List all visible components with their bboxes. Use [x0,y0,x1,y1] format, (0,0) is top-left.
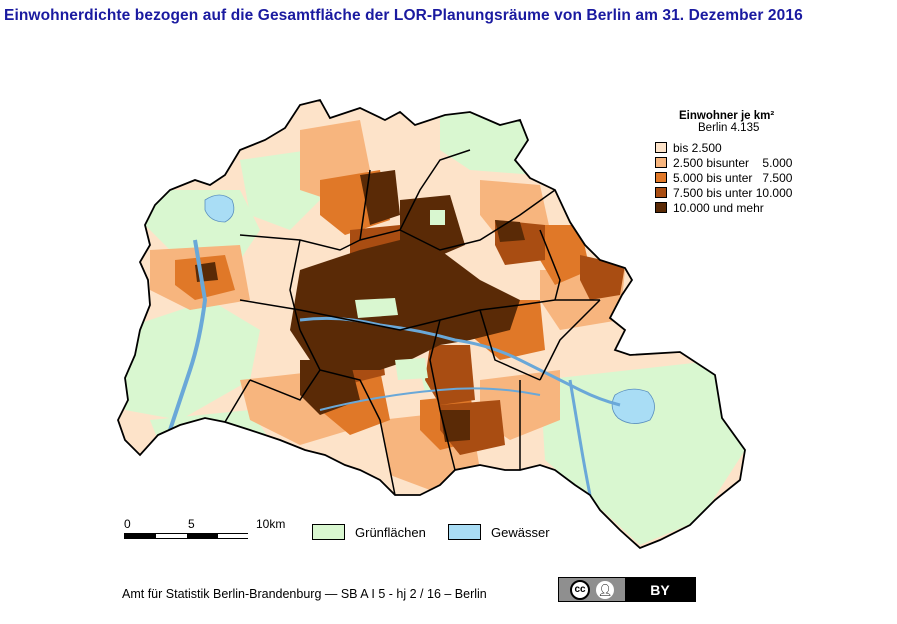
water-swatch [448,524,481,540]
density-class5-north-center [360,170,400,225]
scale-segment-3 [187,534,218,538]
legend-swatch-class4 [655,187,667,198]
scale-label-10: 10km [256,517,286,531]
legend-swatch-class5 [655,202,667,213]
density-class5-southcenter [300,360,360,415]
density-regions [120,110,745,545]
green-area-label: Grünflächen [355,524,426,540]
district-boundaries [117,98,746,550]
legend-swatch-class1 [655,142,667,153]
scale-segment-4 [218,534,249,538]
legend-title: Einwohner je km² [679,110,775,122]
legend-row-class5: 10.000 und mehr [655,200,792,215]
water-havel [168,239,208,431]
density-class5-tempelhof [440,410,470,442]
scale-segment-2 [156,534,187,538]
green-area-spandau-south [120,300,260,420]
legend-label-class1: bis 2.500 [673,140,722,155]
legend-label-class2: 2.500 bisunter 5.000 [673,155,793,170]
legend-swatch-class2 [655,157,667,168]
density-class4-hellersdorf [580,255,625,300]
scale-label-0: 0 [124,517,131,531]
density-legend: Einwohner je km² Berlin 4.135 bis 2.500 … [655,110,792,215]
green-tiergarten [355,298,398,318]
cc-badge-left: cc 👤︎ [559,578,625,601]
density-class5-prenzlauer [400,195,465,260]
scale-label-5: 5 [188,517,195,531]
density-class3-marzahn [540,225,590,285]
legend-row-class4: 7.500 bis unter 10.000 [655,185,792,200]
water-tegeler-see [204,194,235,223]
water-dahme [568,379,592,496]
scale-segment-1 [125,534,156,538]
cc-icon: cc [570,579,590,600]
green-tempelhofer-feld [395,358,428,380]
cc-by-license-badge[interactable]: cc 👤︎ BY [558,577,696,602]
scale-bar: 0 5 10km [122,517,285,547]
legend-subtitle: Berlin 4.135 [698,122,760,134]
green-area-swatch [312,524,345,540]
legend-label-class3: 5.000 bis unter 7.500 [673,170,793,185]
legend-row-class2: 2.500 bisunter 5.000 [655,155,792,170]
legend-swatch-class3 [655,172,667,183]
scale-rail [124,533,249,539]
water-legend: Gewässer [448,524,550,540]
legend-label-class4: 7.500 bis unter 10.000 [673,185,793,200]
green-patch-northcentral [430,210,445,225]
legend-label-class5: 10.000 und mehr [673,200,764,215]
water-teltowkanal [319,387,541,411]
water-mueggelsee [611,388,655,424]
density-class5-center [290,240,520,370]
water-label: Gewässer [491,524,550,540]
green-area-legend: Grünflächen [312,524,426,540]
legend-row-class1: bis 2.500 [655,140,792,155]
footer-source: Amt für Statistik Berlin-Brandenburg — S… [122,587,487,601]
cc-by-label: BY [650,581,670,598]
legend-row-class3: 5.000 bis unter 7.500 [655,170,792,185]
water-spree [299,316,621,407]
person-icon: 👤︎ [596,580,614,599]
green-area-north [440,110,535,175]
map-title: Einwohnerdichte bezogen auf die Gesamtfl… [4,7,803,24]
